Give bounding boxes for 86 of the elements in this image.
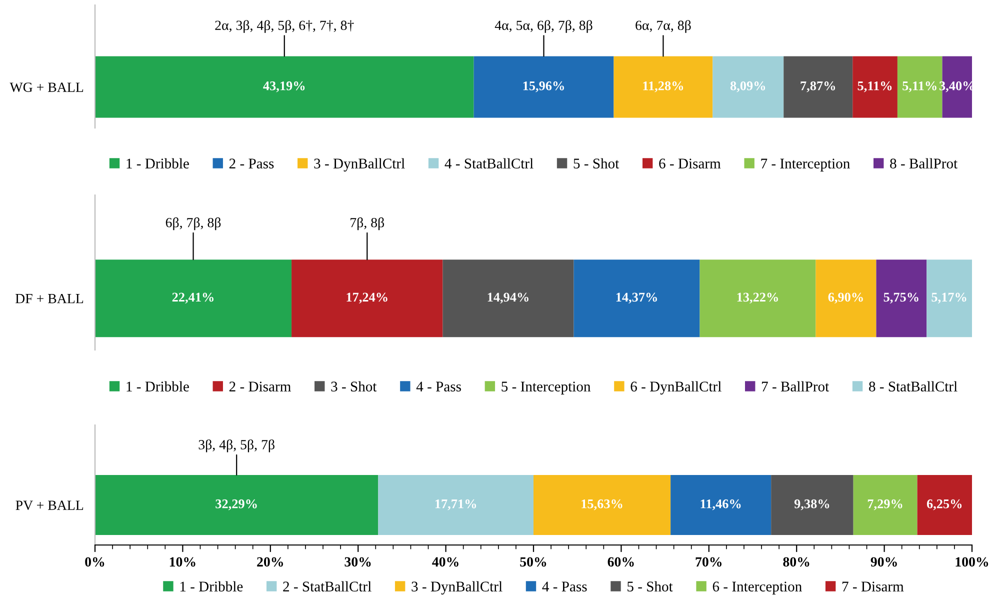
data-label: 5,75%: [884, 292, 918, 304]
x-tick-label: 40%: [432, 557, 458, 567]
bar: [816, 260, 876, 338]
data-label: 7,87%: [800, 81, 836, 92]
bar: [95, 56, 474, 118]
x-tick-label: 90%: [870, 557, 897, 567]
bar: [95, 260, 292, 338]
legend-label: 4 - Pass: [416, 382, 461, 392]
x-tick-label: 30%: [344, 557, 371, 567]
legend-label: 1 - Dribble: [126, 381, 189, 392]
data-label: 7,29%: [868, 499, 902, 510]
legend-label: 5 - Shot: [628, 581, 673, 592]
data-label: 6,25%: [926, 499, 962, 510]
text: 6α, 7α, 8β: [636, 20, 691, 33]
bar: [534, 475, 671, 535]
text: 6β, 7β, 8β: [166, 217, 221, 230]
bar: [784, 56, 853, 118]
legend-label: 2 - Disarm: [229, 382, 291, 392]
x-tick-label: 60%: [608, 557, 634, 567]
text: 4α, 5α, 6β, 7β, 8β: [494, 20, 592, 33]
text: 7β, 8β: [350, 217, 384, 230]
legend-label: 3 - Shot: [331, 381, 377, 392]
legend-label: 5 - Interception: [502, 382, 591, 394]
bar: [853, 475, 918, 535]
y-tick-label: PV + BALL: [16, 500, 84, 510]
legend-label: 3 - DynBallCtrl: [412, 581, 502, 594]
bar: [442, 260, 574, 338]
bar: [574, 260, 700, 338]
bar: [292, 260, 443, 338]
data-label: 22,41%: [172, 292, 214, 304]
bar: [852, 56, 898, 118]
legend-label: 6 - Disarm: [659, 158, 721, 168]
data-label: 6,90%: [828, 292, 863, 304]
legend-label: 1 - Dribble: [126, 158, 189, 168]
data-label: 32,29%: [216, 499, 257, 510]
data-label: 11,28%: [643, 81, 684, 92]
legend-label: 8 - BallProt: [890, 158, 958, 168]
legend-label: 7 - BallProt: [762, 381, 830, 392]
bar: [378, 475, 534, 535]
data-label: 14,94%: [488, 292, 528, 304]
legend-label: 8 - StatBallCtrl: [869, 381, 958, 392]
text: 2α, 3β, 4β, 5β, 6†, 7†, 8†: [215, 20, 354, 33]
legend-label: 7 - Interception: [761, 158, 850, 172]
x-tick-label: 70%: [696, 557, 722, 567]
data-label: 15,96%: [523, 81, 564, 92]
x-tick-label: 20%: [257, 557, 283, 567]
data-label: 17,71%: [435, 499, 476, 510]
legend-label: 2 - Pass: [229, 158, 274, 168]
bar: [700, 260, 816, 338]
bar: [670, 475, 772, 535]
data-label: 11,46%: [700, 499, 741, 510]
bar: [95, 475, 378, 535]
x-tick-label: 10%: [170, 557, 196, 567]
data-label: 5,17%: [932, 292, 966, 304]
x-tick-label: 100%: [956, 557, 988, 567]
legend-label: 6 - Interception: [712, 582, 802, 594]
bar: [917, 475, 972, 535]
y-tick-label: WG + BALL: [10, 82, 84, 92]
bar: [614, 56, 713, 118]
legend-label: 6 - DynBallCtrl: [630, 381, 722, 394]
bar: [771, 475, 854, 535]
x-tick-label: 50%: [520, 557, 546, 567]
legend-label: 1 - Dribble: [180, 581, 243, 592]
data-label: 13,22%: [737, 292, 778, 304]
legend-label: 2 - StatBallCtrl: [283, 581, 372, 592]
legend-label: 4 - Pass: [542, 582, 587, 592]
y-tick-label: DF + BALL: [15, 294, 84, 304]
data-label: 9,38%: [794, 499, 830, 510]
legend-label: 4 - StatBallCtrl: [444, 158, 534, 168]
bar: [926, 260, 972, 338]
legend-label: 5 - Shot: [574, 158, 620, 168]
x-tick-label: 0%: [85, 557, 104, 567]
data-label: 15,63%: [582, 499, 622, 510]
data-label: 8,09%: [730, 81, 766, 92]
legend-label: 7 - Disarm: [842, 582, 904, 592]
text: 3β, 4β, 5β, 7β: [198, 439, 274, 452]
x-tick-label: 80%: [783, 557, 810, 567]
legend-label: 3 - DynBallCtrl: [314, 158, 405, 172]
bar: [474, 56, 614, 118]
data-label: 5,11%: [902, 81, 936, 92]
bar: [876, 260, 927, 338]
data-label: 14,37%: [616, 292, 657, 304]
data-label: 5,11%: [858, 81, 892, 92]
data-label: 17,24%: [346, 292, 388, 304]
bar: [712, 56, 784, 118]
data-label: 43,19%: [263, 81, 305, 92]
